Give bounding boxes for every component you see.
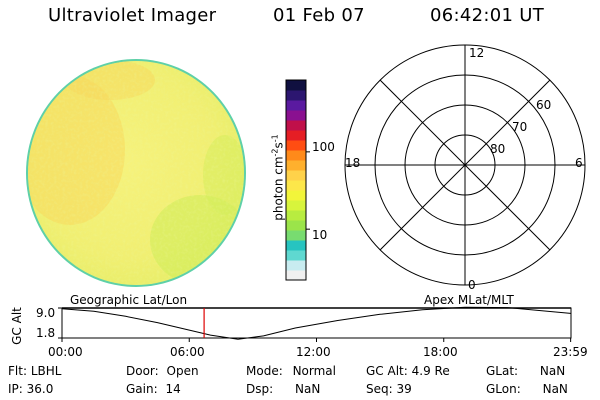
colorbar-segment xyxy=(286,250,306,261)
status-door: Door: Open xyxy=(126,364,199,378)
status-mode: Mode: Normal xyxy=(246,364,336,378)
status-glat-key: GLat: xyxy=(486,364,519,378)
texture xyxy=(28,61,244,285)
status-ip: IP: 36.0 xyxy=(8,382,53,396)
polar-ring-70: 70 xyxy=(512,120,528,134)
date-label: 01 Feb 07 xyxy=(273,5,365,26)
colorbar-segment xyxy=(286,110,306,121)
colorbar-segment xyxy=(286,210,306,221)
status-seq: Seq: 39 xyxy=(366,382,412,396)
polar-label-right: 6 xyxy=(575,156,583,170)
status-door-val: Open xyxy=(166,364,199,378)
colorbar-segment xyxy=(286,260,306,271)
polar-label-top: 12 xyxy=(469,46,485,60)
status-glat-val: NaN xyxy=(539,364,566,378)
colorbar-segment xyxy=(286,90,306,101)
track-xtick-3: 18:00 xyxy=(423,345,458,359)
track-xtick-0: 00:00 xyxy=(48,345,83,359)
colorbar xyxy=(285,79,310,281)
colorbar-segment xyxy=(286,180,306,191)
status-ip-val: 36.0 xyxy=(26,382,54,396)
status-glon-key: GLon: xyxy=(486,382,521,396)
colorbar-tick-10: 10 xyxy=(312,228,328,242)
status-flt-val: LBHL xyxy=(30,364,62,378)
status-dsp-val: NaN xyxy=(294,382,321,396)
colorbar-segment xyxy=(286,140,306,151)
altitude-track xyxy=(58,306,572,342)
track-xtick-4: 23:59 xyxy=(553,345,588,359)
colorbar-segment xyxy=(286,270,306,281)
status-glat: GLat: NaN xyxy=(486,364,565,378)
colorbar-segment xyxy=(286,170,306,181)
status-gcalt: GC Alt: 4.9 Re xyxy=(366,364,450,378)
colorbar-segment xyxy=(286,220,306,231)
instrument-title: Ultraviolet Imager xyxy=(48,5,217,26)
time-label: 06:42:01 UT xyxy=(430,5,545,26)
track-right-label: Apex MLat/MLT xyxy=(424,293,514,307)
polar-label-left: 18 xyxy=(345,156,361,170)
track-ytick-top: 9.0 xyxy=(36,306,56,320)
status-gcalt-key: GC Alt: xyxy=(366,364,408,378)
colorbar-tick-100: 100 xyxy=(312,140,335,154)
status-gain-val: 14 xyxy=(165,382,181,396)
polar-grid xyxy=(344,44,586,286)
status-gcalt-val: 4.9 Re xyxy=(411,364,450,378)
colorbar-segment xyxy=(286,240,306,251)
colorbar-frame xyxy=(285,79,307,281)
colorbar-label: photon cm-2s-1 xyxy=(271,123,286,233)
status-dsp: Dsp: NaN xyxy=(246,382,320,396)
colorbar-segment xyxy=(286,230,306,241)
colorbar-segment xyxy=(286,120,306,131)
status-glon-val: NaN xyxy=(542,382,568,396)
colorbar-segment xyxy=(286,160,306,171)
track-frame xyxy=(61,307,572,339)
colorbar-segment xyxy=(286,150,306,161)
colorbar-label-text: photon cm-2s-1 xyxy=(270,134,286,221)
status-mode-val: Normal xyxy=(292,364,336,378)
track-ytick-bottom: 1.8 xyxy=(36,326,56,340)
status-flt: Flt: LBHL xyxy=(8,364,61,378)
track-xtick-2: 12:00 xyxy=(296,345,331,359)
colorbar-segment xyxy=(286,100,306,111)
status-flt-key: Flt: xyxy=(8,364,27,378)
status-door-key: Door: xyxy=(126,364,159,378)
colorbar-segment xyxy=(286,190,306,201)
polar-diagonal xyxy=(379,79,551,251)
altitude-curve xyxy=(61,306,571,340)
status-gain-key: Gain: xyxy=(126,382,158,396)
colorbar-segment xyxy=(286,130,306,141)
status-mode-key: Mode: xyxy=(246,364,283,378)
track-left-label: Geographic Lat/Lon xyxy=(70,293,188,307)
colorbar-segment xyxy=(286,200,306,211)
uv-image xyxy=(26,59,246,287)
track-axis-title: GC Alt xyxy=(10,307,24,345)
status-seq-key: Seq: xyxy=(366,382,393,396)
status-seq-val: 39 xyxy=(396,382,412,396)
polar-ring-60: 60 xyxy=(536,98,552,112)
status-gain: Gain: 14 xyxy=(126,382,181,396)
track-xtick-1: 06:00 xyxy=(170,345,205,359)
polar-label-bottom: 0 xyxy=(468,278,476,292)
status-ip-key: IP: xyxy=(8,382,23,396)
polar-ring-80: 80 xyxy=(490,142,506,156)
colorbar-segment xyxy=(286,80,306,91)
status-dsp-key: Dsp: xyxy=(246,382,274,396)
status-glon: GLon: NaN xyxy=(486,382,568,396)
